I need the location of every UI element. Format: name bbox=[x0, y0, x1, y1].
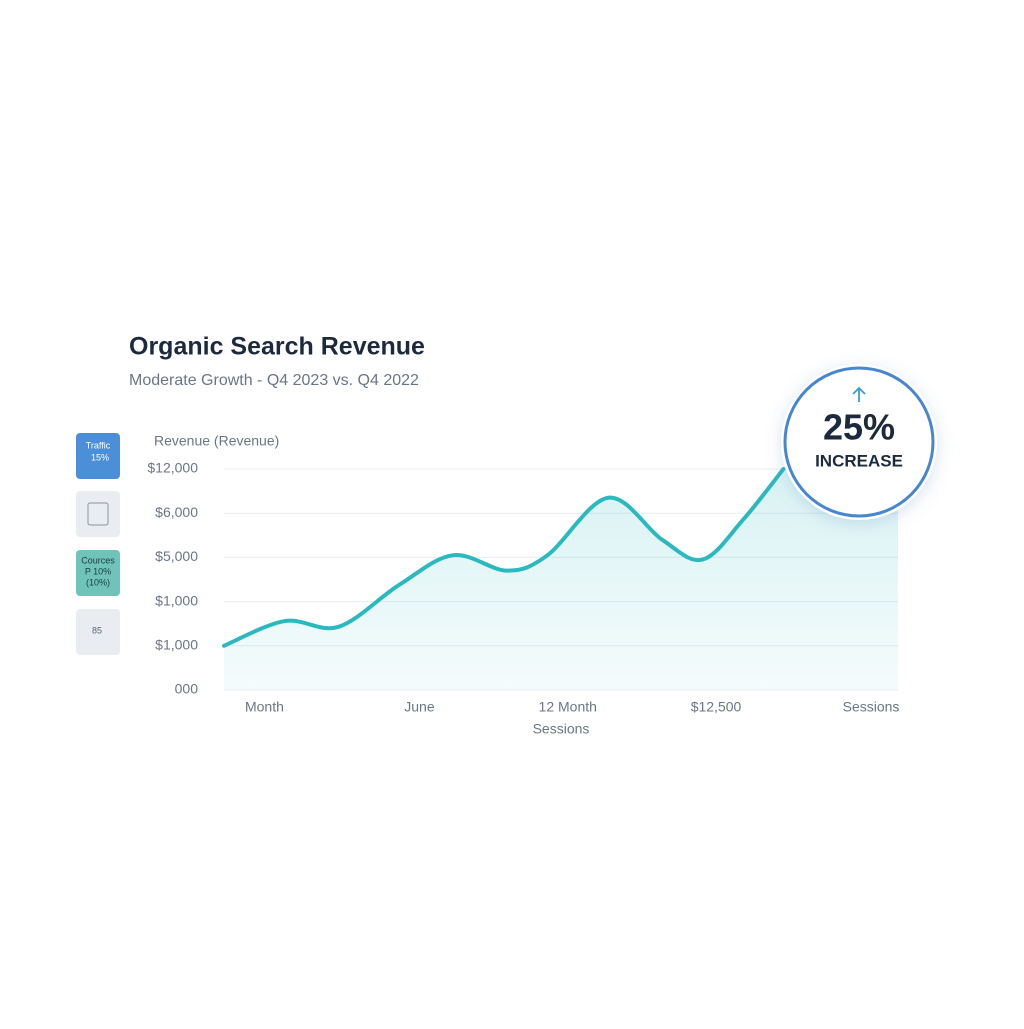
sidebar-card[interactable] bbox=[76, 550, 120, 596]
badge-value: 25% bbox=[823, 407, 895, 448]
y-tick-label: $6,000 bbox=[155, 504, 198, 520]
chart-subtitle: Moderate Growth - Q4 2023 vs. Q4 2022 bbox=[129, 372, 419, 389]
x-tick-label: 12 Month bbox=[539, 699, 597, 715]
sidebar-title: Cources bbox=[81, 555, 115, 565]
sidebar-text: P 10% bbox=[85, 566, 111, 576]
y-tick-label: $1,000 bbox=[155, 637, 198, 653]
y-axis-label: Revenue (Revenue) bbox=[154, 433, 279, 449]
y-tick-label: $1,000 bbox=[155, 592, 198, 608]
badge-circle bbox=[781, 364, 937, 520]
sidebar-note: (10%) bbox=[86, 577, 110, 587]
line bbox=[222, 467, 786, 648]
sidebar-card[interactable] bbox=[76, 433, 120, 479]
area bbox=[224, 469, 898, 690]
y-tick-label: $5,000 bbox=[155, 548, 198, 564]
y-tick-label: $12,000 bbox=[147, 460, 198, 476]
y-tick-label: 000 bbox=[175, 681, 199, 697]
sidebar-text: 85 bbox=[92, 625, 102, 635]
sidebar-text: 15% bbox=[91, 452, 109, 462]
badge-ring bbox=[783, 366, 935, 518]
x-tick-label: June bbox=[404, 699, 435, 715]
sidebar-card[interactable] bbox=[76, 609, 120, 655]
plot: 000 $1,000 $1,000 $5,000 $6,000 $12,000 Month J… bbox=[147, 460, 899, 715]
badge bbox=[781, 364, 937, 520]
x-tick-label: Sessions bbox=[843, 699, 900, 715]
x-tick-label: $12,500 bbox=[691, 699, 742, 715]
sidebar-card[interactable] bbox=[76, 491, 120, 537]
sidebar-title: Traffic bbox=[86, 440, 111, 450]
x-tick-label: Month bbox=[245, 699, 284, 715]
chart-title: Organic Search Revenue bbox=[129, 333, 425, 361]
x-axis-label: Sessions bbox=[533, 721, 590, 737]
badge-arrow bbox=[852, 386, 866, 402]
sidebar: Traffic 15% Cources P 10% (10%) 85 bbox=[76, 433, 120, 655]
sidebar-icon bbox=[87, 502, 109, 526]
badge-label: INCREASE bbox=[815, 451, 903, 470]
